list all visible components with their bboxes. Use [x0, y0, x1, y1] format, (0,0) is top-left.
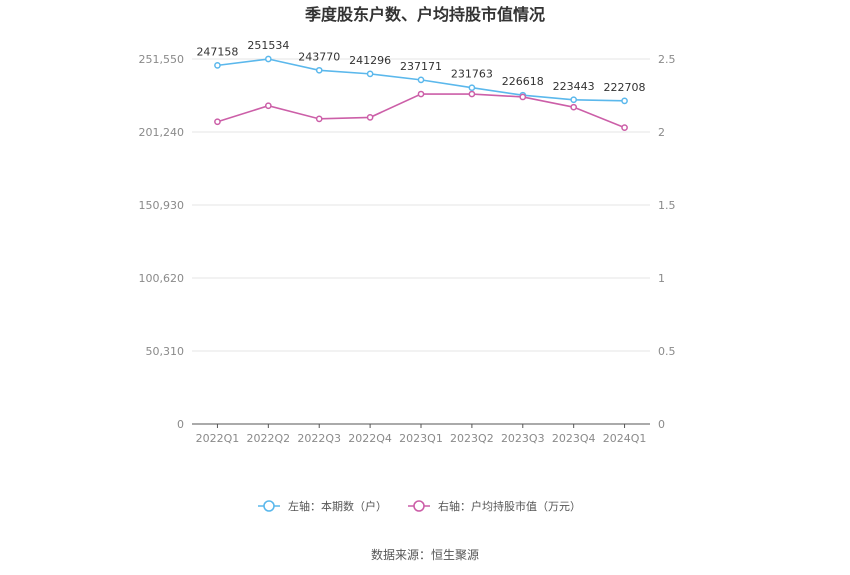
legend-label: 右轴：户均持股市值（万元）	[438, 499, 581, 513]
series-layer: 247158 251534 243770 241296 237171 231763 2266…	[196, 39, 646, 131]
data-point	[264, 55, 272, 63]
left-tick-label: 100,620	[139, 272, 185, 285]
x-tick-label: 2022Q4	[348, 432, 392, 445]
series-1: 247158 251534 243770 241296 237171 231763 2266…	[196, 39, 646, 105]
legend-label: 左轴：本期数（户）	[288, 499, 387, 513]
data-point	[621, 97, 628, 105]
data-label: 251534	[247, 39, 289, 52]
grid-layer	[192, 58, 650, 425]
right-axis: 0 0.5 1 1.5 2 2.5	[658, 53, 676, 431]
data-point	[570, 96, 578, 104]
data-point	[366, 70, 374, 78]
data-label: 237171	[400, 60, 442, 73]
right-tick-label: 2	[658, 126, 665, 139]
x-tick-label: 2023Q2	[450, 432, 494, 445]
data-point	[366, 114, 374, 121]
left-tick-label: 150,930	[139, 199, 185, 212]
data-point	[214, 118, 221, 126]
data-point	[264, 102, 272, 110]
series-2	[214, 90, 628, 131]
right-tick-label: 2.5	[658, 53, 676, 66]
data-label: 241296	[349, 54, 391, 67]
data-label: 223443	[553, 80, 595, 93]
x-tick-label: 2023Q1	[399, 432, 443, 445]
data-point	[621, 124, 628, 131]
data-point	[519, 93, 527, 101]
data-label: 231763	[451, 68, 493, 81]
right-tick-label: 1	[658, 272, 665, 285]
data-point	[315, 115, 323, 123]
data-label: 226618	[502, 75, 544, 88]
left-tick-label: 0	[177, 418, 184, 431]
data-label: 222708	[604, 81, 646, 94]
x-tick-label: 2024Q1	[603, 432, 647, 445]
data-point	[417, 76, 425, 84]
left-tick-label: 251,550	[139, 53, 185, 66]
source-note: 数据来源：恒生聚源	[371, 547, 479, 562]
data-point	[315, 66, 323, 74]
x-axis: 2022Q1 2022Q2 2022Q3 2022Q4 2023Q1 2023Q2 2023…	[196, 424, 647, 445]
right-tick-label: 0.5	[658, 345, 676, 358]
right-tick-label: 1.5	[658, 199, 676, 212]
data-point	[468, 90, 476, 98]
legend: 左轴：本期数（户） 右轴：户均持股市值（万元）	[258, 499, 581, 513]
x-tick-label: 2023Q4	[552, 432, 596, 445]
x-tick-label: 2022Q3	[297, 432, 341, 445]
data-point	[214, 62, 221, 69]
x-tick-label: 2022Q2	[247, 432, 291, 445]
x-tick-label: 2023Q3	[501, 432, 545, 445]
data-point	[570, 103, 578, 111]
x-tick-label: 2022Q1	[196, 432, 240, 445]
left-tick-label: 50,310	[146, 345, 185, 358]
data-label: 243770	[298, 50, 340, 63]
legend-marker	[413, 500, 425, 512]
right-tick-label: 0	[658, 418, 665, 431]
legend-marker	[263, 500, 275, 512]
left-axis: 0 50,310 100,620 150,930 201,240 251,550	[139, 53, 185, 431]
chart-title: 季度股东户数、户均持股市值情况	[304, 5, 545, 24]
legend-item: 左轴：本期数（户）	[258, 499, 387, 513]
data-point	[468, 84, 476, 92]
data-point	[417, 90, 425, 98]
left-tick-label: 201,240	[139, 126, 185, 139]
data-label: 247158	[196, 45, 238, 58]
legend-item: 右轴：户均持股市值（万元）	[408, 499, 581, 513]
